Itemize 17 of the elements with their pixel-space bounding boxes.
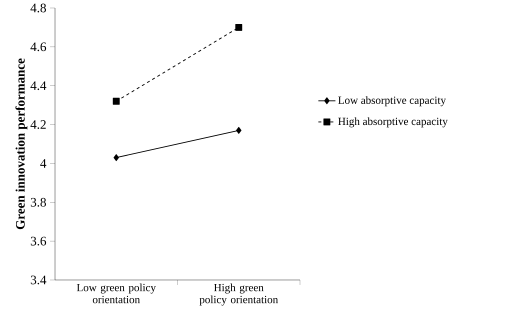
point xyxy=(114,154,119,162)
y-tick-label: 3.4 xyxy=(30,276,46,284)
point xyxy=(112,98,120,105)
legend-label: Low absorptive capacity xyxy=(338,96,446,106)
y-tick-label: 4.6 xyxy=(30,42,46,52)
legend-label: High absorptive capacity xyxy=(338,117,448,128)
y-tick-label: 3.6 xyxy=(30,236,46,246)
y-axis-title: Green innovation performance xyxy=(15,58,28,230)
y-tick-label: 4.8 xyxy=(30,4,46,12)
point xyxy=(236,126,242,134)
point xyxy=(235,24,242,31)
y-tick-label: 3.8 xyxy=(30,198,46,207)
y-tick-label: 4 xyxy=(40,159,46,168)
y-tick-label: 4.4 xyxy=(30,81,46,90)
y-tick-label: 4.2 xyxy=(30,120,46,129)
x-tick-label: Low green policy orientation xyxy=(76,284,156,304)
x-tick-label: High green policy orientation xyxy=(200,284,278,306)
